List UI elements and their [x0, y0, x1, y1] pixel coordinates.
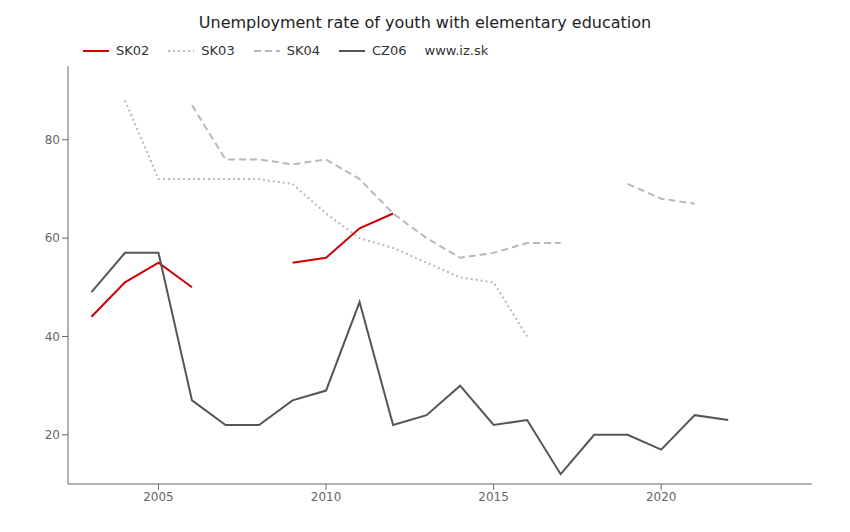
- svg-text:2005: 2005: [143, 490, 174, 504]
- html-text:Unemployment rate of youth wit: Unemployment rate of youth with elementa…: [198, 13, 652, 32]
- svg-text:40: 40: [45, 330, 60, 344]
- svg-text:60: 60: [45, 231, 60, 245]
- svg-text:20: 20: [45, 428, 60, 442]
- svg-text:2010: 2010: [311, 490, 342, 504]
- html-text:SK04: SK04: [286, 43, 320, 58]
- html-text:CZ06: CZ06: [372, 43, 407, 58]
- html-text:SK03: SK03: [201, 43, 235, 58]
- html-text:SK02: SK02: [116, 43, 150, 58]
- svg-text:2015: 2015: [478, 490, 509, 504]
- svg-text:80: 80: [45, 133, 60, 147]
- svg-text:2020: 2020: [646, 490, 677, 504]
- html-text:www.iz.sk: www.iz.sk: [424, 43, 489, 58]
